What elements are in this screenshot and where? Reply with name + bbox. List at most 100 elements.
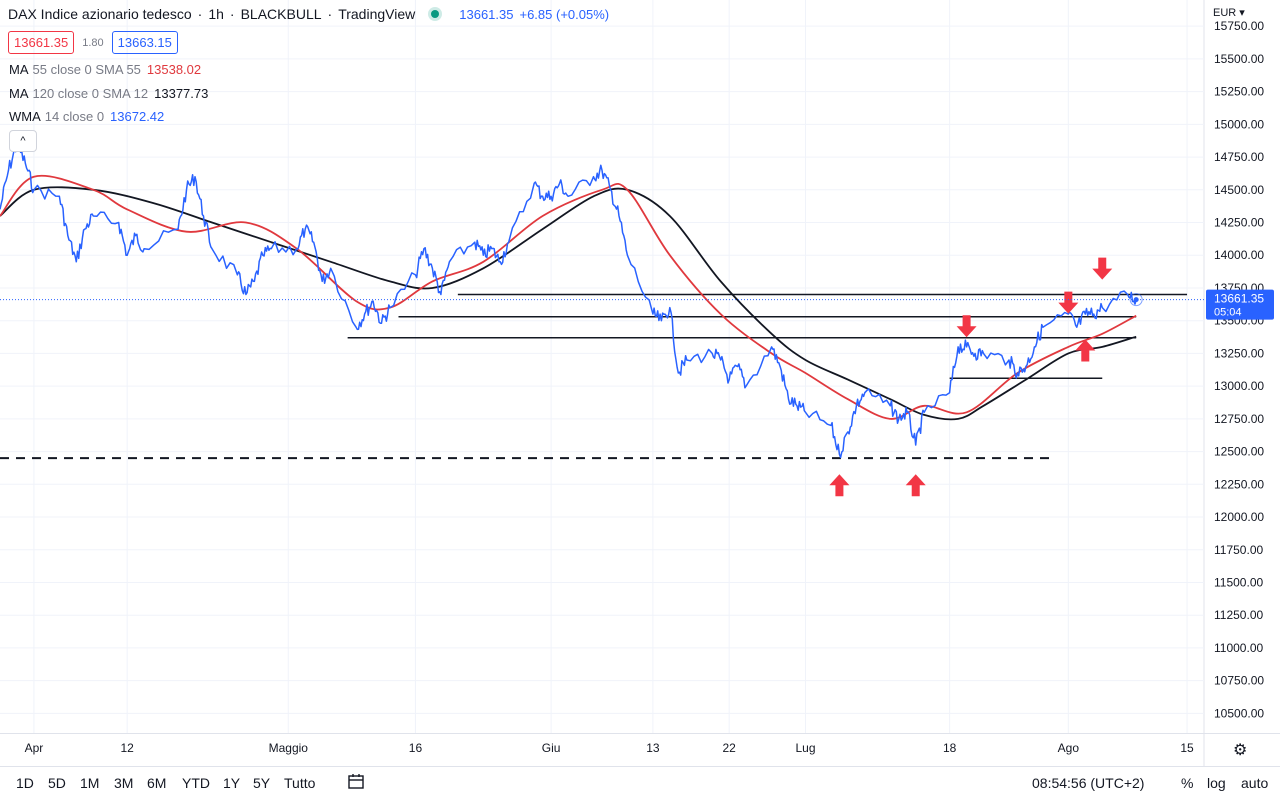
indicator-name: WMA [9, 109, 41, 124]
price-tick-label: 14500.00 [1214, 183, 1264, 197]
price-tick-label: 13000.00 [1214, 379, 1264, 393]
chevron-down-icon: ▾ [1239, 7, 1245, 19]
price-tick-label: 13250.00 [1214, 346, 1264, 360]
separator: · [327, 6, 333, 22]
horizontal-levels [0, 293, 1188, 460]
symbol-header[interactable]: DAX Indice azionario tedesco · 1h · BLAC… [8, 6, 609, 22]
range-6m-button[interactable]: 6M [147, 775, 167, 791]
arrow-up-icon [829, 474, 850, 497]
spread-value: 1.80 [82, 36, 104, 49]
time-tick-label: Lug [795, 741, 815, 755]
indicator-name: MA [9, 86, 29, 101]
bar-countdown-label: 05:04 [1214, 307, 1242, 319]
chevron-up-icon: ^ [20, 135, 26, 147]
auto-scale-toggle[interactable]: auto [1241, 775, 1269, 791]
symbol-name[interactable]: DAX Indice azionario tedesco [8, 6, 192, 22]
time-tick-label: Ago [1058, 741, 1080, 755]
currency-selector[interactable]: EUR ▾ [1213, 6, 1245, 19]
price-tick-label: 12250.00 [1214, 477, 1264, 491]
price-chart[interactable]: 10500.00 10750.00 11000.00 11250.00 11500.00… [0, 0, 1280, 766]
arrow-down-icon [956, 315, 977, 338]
indicator-ma55[interactable]: MA 55 close 0 SMA 55 13538.02 [9, 62, 201, 77]
price-tick-label: 11250.00 [1214, 608, 1263, 622]
price-tick-label: 10500.00 [1214, 706, 1264, 720]
last-price-pulse [1129, 293, 1143, 307]
indicator-value: 13672.42 [110, 109, 165, 124]
buy-button[interactable]: 13663.15 [111, 31, 178, 54]
broker-label: BLACKBULL [240, 6, 322, 22]
price-tick-label: 12500.00 [1214, 445, 1264, 459]
bottom-toolbar: 1D 5D 1M 3M 6M YTD 1Y 5Y Tutto 08:54:56 … [0, 766, 1280, 801]
price-tick-label: 11000.00 [1214, 641, 1263, 655]
arrow-down-icon [1058, 291, 1079, 314]
arrow-down-icon [1092, 257, 1113, 280]
arrow-up-icon [1075, 339, 1096, 362]
sell-button[interactable]: 13661.35 [8, 31, 75, 54]
price-tick-label: 12750.00 [1214, 412, 1264, 426]
indicator-params: 55 close 0 SMA 55 [32, 62, 141, 77]
price-tick-label: 11750.00 [1214, 543, 1263, 557]
time-tick-label: 22 [723, 741, 737, 755]
indicator-name: MA [9, 62, 29, 77]
calendar-icon[interactable] [347, 773, 367, 794]
range-5y-button[interactable]: 5Y [253, 775, 271, 791]
time-tick-label: 16 [409, 741, 423, 755]
percent-scale-toggle[interactable]: % [1181, 775, 1194, 791]
clock-readout[interactable]: 08:54:56 (UTC+2) [1032, 775, 1145, 791]
range-1m-button[interactable]: 1M [80, 775, 100, 791]
indicator-value: 13538.02 [146, 62, 202, 77]
range-1d-button[interactable]: 1D [16, 775, 34, 791]
price-tick-label: 10750.00 [1214, 674, 1264, 688]
time-axis: Apr 12 Maggio 16 Giu 13 22 Lug 18 Ago 15 [25, 741, 1194, 755]
series-line-ma-55 [0, 174, 1137, 420]
price-tick-label: 15500.00 [1214, 52, 1264, 66]
separator: · [197, 6, 203, 22]
gear-icon[interactable]: ⚙ [1233, 742, 1248, 759]
separator: · [229, 6, 235, 22]
currency-label: EUR [1213, 7, 1237, 19]
price-axis: 10500.00 10750.00 11000.00 11250.00 11500.00… [1214, 19, 1264, 720]
series-line-wma-14 [0, 142, 1137, 459]
range-ytd-button[interactable]: YTD [182, 775, 210, 791]
time-tick-label: 13 [646, 741, 660, 755]
last-price-dot [1133, 297, 1139, 303]
log-scale-toggle[interactable]: log [1207, 775, 1226, 791]
market-open-icon [431, 10, 440, 18]
indicator-params: 120 close 0 SMA 12 [32, 86, 149, 101]
indicator-params: 14 close 0 [44, 109, 105, 124]
time-tick-label: Apr [25, 741, 44, 755]
chart-grid [0, 0, 1280, 766]
arrow-up-icon [905, 474, 926, 497]
last-price-label-box [1206, 289, 1274, 320]
range-1y-button[interactable]: 1Y [223, 775, 241, 791]
price-tick-label: 15250.00 [1214, 85, 1264, 99]
range-3m-button[interactable]: 3M [114, 775, 134, 791]
range-5d-button[interactable]: 5D [48, 775, 66, 791]
time-tick-label: Giu [542, 741, 561, 755]
last-price-label: 13661.35 [1214, 292, 1264, 306]
time-tick-label: Maggio [269, 741, 309, 755]
last-price: 13661.35 [459, 6, 514, 22]
indicator-wma14[interactable]: WMA 14 close 0 13672.42 [9, 109, 164, 124]
collapse-legend-button[interactable]: ^ [9, 130, 37, 152]
price-tick-label: 14000.00 [1214, 248, 1264, 262]
indicator-ma120[interactable]: MA 120 close 0 SMA 12 13377.73 [9, 86, 208, 101]
bid-ask-row: 13661.35 1.80 13663.15 [8, 31, 178, 54]
interval-label[interactable]: 1h [208, 6, 224, 22]
time-tick-label: 18 [943, 741, 957, 755]
time-tick-label: 15 [1180, 741, 1194, 755]
indicator-value: 13377.73 [154, 86, 209, 101]
price-tick-label: 12000.00 [1214, 510, 1264, 524]
source-label: TradingView [338, 6, 416, 22]
price-tick-label: 14750.00 [1214, 150, 1264, 164]
time-tick-label: 12 [121, 741, 135, 755]
arrow-annotations [829, 257, 1113, 497]
price-tick-label: 15000.00 [1214, 117, 1264, 131]
price-change: +6.85 (+0.05%) [519, 6, 610, 22]
price-tick-label: 15750.00 [1214, 19, 1264, 33]
price-tick-label: 14250.00 [1214, 216, 1264, 230]
range-all-button[interactable]: Tutto [284, 775, 316, 791]
series-lines [0, 142, 1137, 459]
price-tick-label: 11500.00 [1214, 575, 1263, 589]
